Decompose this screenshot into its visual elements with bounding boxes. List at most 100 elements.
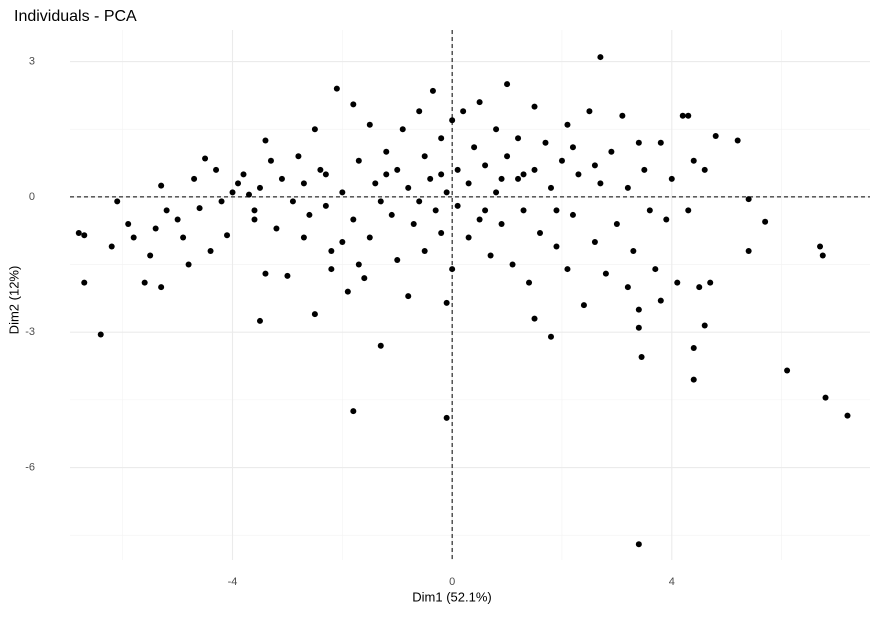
point <box>482 207 489 214</box>
point <box>339 239 346 245</box>
point <box>289 198 296 205</box>
point <box>97 331 104 338</box>
point <box>635 324 642 331</box>
point <box>317 166 324 173</box>
y-tick-label: 3 <box>29 55 35 67</box>
point <box>641 166 648 173</box>
point <box>460 108 467 115</box>
point <box>690 157 697 164</box>
point <box>608 148 615 155</box>
point <box>504 153 511 160</box>
point <box>498 175 505 182</box>
point <box>421 153 428 160</box>
point <box>114 198 121 205</box>
point <box>245 191 252 198</box>
point <box>712 133 719 139</box>
x-axis-label: Dim1 (52.1%) <box>412 589 491 604</box>
point <box>668 175 675 182</box>
point <box>652 266 659 273</box>
point <box>377 198 384 205</box>
point <box>613 220 620 227</box>
x-tick-label: 4 <box>669 576 675 588</box>
point <box>410 220 417 227</box>
point <box>685 112 692 119</box>
point <box>108 243 115 250</box>
point <box>553 243 560 250</box>
point <box>311 126 318 133</box>
point <box>635 306 642 313</box>
point <box>278 175 285 182</box>
point <box>350 216 357 223</box>
point <box>819 252 826 259</box>
point <box>449 117 456 124</box>
point <box>240 171 247 178</box>
point <box>696 284 703 291</box>
point <box>322 202 329 209</box>
point <box>487 252 494 259</box>
chart-title: Individuals - PCA <box>14 8 137 25</box>
point <box>624 284 631 291</box>
point <box>284 272 291 279</box>
point <box>690 376 697 383</box>
point <box>344 288 351 295</box>
point <box>372 180 379 187</box>
point <box>526 279 533 286</box>
point <box>520 171 527 178</box>
point <box>405 293 412 300</box>
point <box>361 275 368 282</box>
point <box>624 184 631 191</box>
point <box>531 166 538 173</box>
point <box>537 229 544 236</box>
point <box>207 248 214 255</box>
point <box>438 229 445 236</box>
point <box>328 248 335 255</box>
point <box>429 87 436 94</box>
point <box>586 108 593 115</box>
point <box>638 354 645 361</box>
point <box>784 367 791 374</box>
point <box>75 229 82 236</box>
point <box>339 189 346 196</box>
point <box>707 279 714 286</box>
y-tick-label: -3 <box>25 326 35 338</box>
point <box>465 234 472 241</box>
point <box>256 184 263 191</box>
point <box>515 135 522 142</box>
x-tick-label: -4 <box>228 576 238 588</box>
point <box>674 279 681 286</box>
point <box>493 189 500 196</box>
point <box>262 270 269 277</box>
point <box>679 112 686 119</box>
point <box>454 202 461 209</box>
point <box>745 196 752 203</box>
point <box>701 322 708 329</box>
y-tick-label: -6 <box>25 461 35 473</box>
point <box>322 171 329 178</box>
point <box>174 216 181 223</box>
point <box>427 175 434 182</box>
point <box>152 225 159 232</box>
point <box>130 234 137 241</box>
point <box>822 394 829 401</box>
point <box>471 144 478 151</box>
point <box>515 175 522 182</box>
point <box>273 225 280 232</box>
point <box>300 234 307 241</box>
point <box>81 232 88 239</box>
point <box>388 211 395 218</box>
point <box>542 139 549 146</box>
point <box>251 207 258 214</box>
point <box>734 137 741 144</box>
point <box>267 157 274 164</box>
point <box>630 248 637 255</box>
point <box>762 218 769 225</box>
point <box>158 182 165 189</box>
point <box>262 137 269 144</box>
point <box>295 153 302 160</box>
point <box>564 121 571 128</box>
point <box>421 248 428 255</box>
point <box>350 101 357 108</box>
point <box>591 162 598 169</box>
